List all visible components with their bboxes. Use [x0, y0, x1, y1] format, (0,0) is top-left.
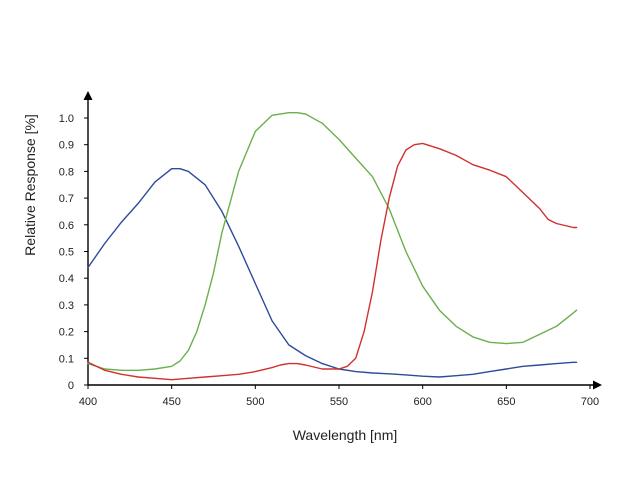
y-axis-title: Relative Response [%] — [22, 114, 38, 256]
series-line-2 — [87, 111, 578, 371]
y-tick-label: 0.7 — [59, 193, 74, 205]
y-tick-label: 0.9 — [59, 140, 74, 152]
series-line-1 — [87, 167, 578, 378]
x-tick-label: 700 — [581, 396, 599, 408]
series-line-3 — [87, 142, 578, 381]
y-tick-label: 0.2 — [59, 327, 74, 339]
axes — [83, 91, 602, 390]
y-tick-label: 0 — [68, 380, 74, 392]
x-ticks: 400 450 500 550 600 650 700 — [79, 385, 599, 408]
y-tick-label: 0.6 — [59, 220, 74, 232]
x-tick-label: 600 — [413, 396, 431, 408]
y-tick-label: 1.0 — [59, 113, 74, 125]
x-tick-label: 550 — [330, 396, 348, 408]
y-tick-label: 0.4 — [59, 273, 74, 285]
y-tick-label: 0.5 — [59, 247, 74, 259]
y-tick-label: 0.3 — [59, 300, 74, 312]
y-tick-label: 0.1 — [59, 353, 74, 365]
x-axis-title: Wavelength [nm] — [293, 427, 398, 443]
x-tick-label: 450 — [162, 396, 180, 408]
y-tick-label: 0.8 — [59, 166, 74, 178]
y-ticks: 0 0.1 0.2 0.3 0.4 0.5 0.6 0.7 0.8 0.9 1.0 — [59, 113, 88, 392]
x-tick-label: 400 — [79, 396, 97, 408]
x-tick-label: 650 — [497, 396, 515, 408]
y-axis-arrowhead — [83, 91, 93, 100]
x-tick-label: 500 — [246, 396, 264, 408]
series-layer — [87, 111, 578, 381]
x-axis-arrowhead — [593, 380, 602, 390]
